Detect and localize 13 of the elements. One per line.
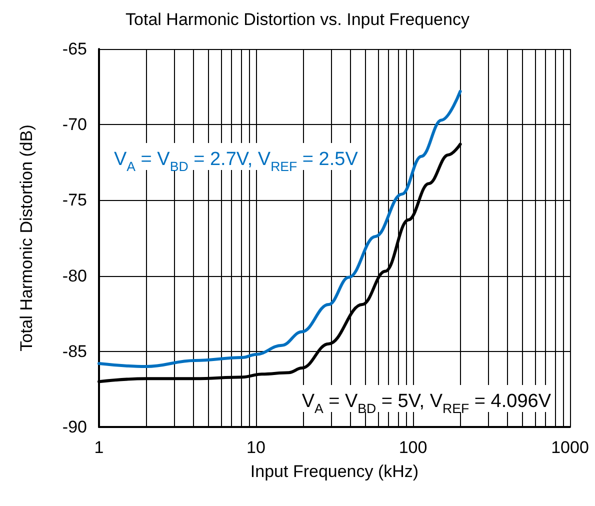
chart-title: Total Harmonic Distortion vs. Input Frequency [126, 10, 470, 29]
y-tick-label: -70 [62, 115, 87, 134]
y-tick-label: -75 [62, 190, 87, 210]
x-axis-title: Input Frequency (kHz) [250, 462, 419, 481]
y-axis-title: Total Harmonic Distortion (dB) [17, 124, 36, 352]
x-tick-label: 1000 [551, 438, 589, 457]
x-tick-label: 1 [94, 438, 104, 457]
y-tick-label: -65 [62, 40, 87, 58]
y-tick-label: -85 [62, 342, 87, 361]
x-tick-label: 10 [246, 438, 266, 457]
x-tick-label: 100 [398, 438, 428, 457]
y-tick-label: -90 [62, 418, 87, 436]
y-tick-label: -80 [62, 266, 87, 286]
